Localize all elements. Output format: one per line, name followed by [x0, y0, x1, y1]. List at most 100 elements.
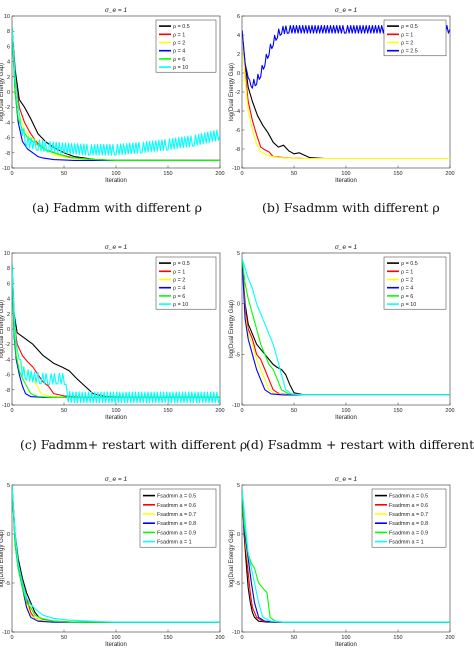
y-tick-label: 0 [237, 71, 240, 77]
x-axis-label: Iteration [335, 178, 357, 184]
series-line-5 [242, 258, 450, 396]
legend-box [139, 488, 217, 548]
x-tick-label: 50 [291, 635, 297, 641]
x-tick-label: 150 [393, 408, 402, 414]
legend-label: ρ = 4 [173, 286, 185, 292]
x-tick-label: 100 [341, 171, 350, 177]
x-axis-label: Iteration [335, 415, 357, 421]
x-tick-label: 0 [10, 171, 13, 177]
y-tick-label: -6 [235, 128, 240, 134]
x-tick-label: 200 [445, 171, 454, 177]
x-tick-label: 100 [111, 635, 120, 641]
y-tick-label: 4 [7, 297, 10, 303]
x-tick-label: 200 [445, 408, 454, 414]
legend-label: ρ = 10 [401, 302, 416, 308]
y-tick-label: 10 [4, 251, 10, 257]
y-tick-label: 0 [237, 302, 240, 308]
x-axis-label: Iteration [105, 415, 127, 421]
x-tick-label: 200 [445, 635, 454, 641]
x-tick-label: 50 [61, 408, 67, 414]
chart-1: σ_e = 1 0 50 100 150 200 -10 -8 -6 -4 -2 0 2 4 6 8 10 Ite… [0, 7, 225, 184]
legend-label: Fsadmm a = 0.9 [157, 530, 196, 536]
x-tick-label: 100 [111, 171, 120, 177]
y-tick-label: -4 [235, 109, 240, 115]
x-tick-label: 50 [291, 171, 297, 177]
series-line-6 [242, 257, 450, 396]
x-tick-label: 0 [10, 408, 13, 414]
series-line-6 [242, 489, 450, 623]
legend-label: ρ = 1 [401, 32, 413, 38]
x-tick-label: 150 [393, 171, 402, 177]
legend-label: Fsadmm a = 1 [389, 540, 424, 546]
chart-2: σ_e = 1 0 50 100 150 200 -10 -8 -6 -4 -2 0 2 4 6 Iterat… [229, 7, 455, 184]
x-tick-label: 0 [240, 408, 243, 414]
x-tick-label: 100 [341, 635, 350, 641]
legend-label: Fsadmm a = 0.8 [157, 521, 196, 527]
legend-label: Fsadmm a = 0.7 [157, 512, 196, 518]
y-tick-label: 8 [7, 29, 10, 35]
series-line-1 [242, 30, 450, 160]
chart-title: σ_e = 1 [335, 476, 358, 483]
legend-label: ρ = 1 [173, 32, 185, 38]
y-tick-label: 6 [237, 14, 240, 20]
y-tick-label: 4 [7, 60, 10, 66]
y-tick-label: -2 [5, 342, 10, 348]
y-tick-label: -10 [2, 403, 10, 409]
legend-label: ρ = 0.5 [401, 261, 418, 267]
legend-label: ρ = 0.5 [401, 24, 418, 30]
caption-c: (c) Fadmm+ restart with different ρ [20, 437, 248, 452]
y-tick-label: 5 [237, 483, 240, 489]
legend-label: ρ = 2.5 [401, 49, 418, 55]
series-group [12, 27, 220, 161]
y-tick-label: -2 [235, 90, 240, 96]
y-tick-label: 6 [7, 44, 10, 50]
y-tick-label: -10 [2, 630, 10, 636]
chart-title: σ_e = 1 [105, 476, 128, 483]
series-line-6 [12, 264, 220, 404]
legend-label: Fsadmm a = 0.6 [389, 503, 428, 509]
y-axis-label: log(Dual Energy Gap) [229, 300, 235, 358]
legend-label: ρ = 2 [401, 41, 413, 47]
legend-label: ρ = 2 [173, 278, 185, 284]
legend-label: ρ = 0.5 [173, 261, 190, 267]
legend: Fsadmm a = 0.5 Fsadmm a = 0.6 Fsadmm a = 0… [139, 488, 217, 548]
series-line-5 [12, 264, 220, 398]
x-tick-label: 50 [61, 635, 67, 641]
x-tick-label: 150 [163, 171, 172, 177]
x-tick-label: 200 [215, 635, 224, 641]
y-tick-label: 5 [7, 483, 10, 489]
legend: ρ = 0.5 ρ = 1 ρ = 2 ρ = 2.5 [383, 19, 447, 57]
chart-title: σ_e = 1 [105, 7, 128, 14]
x-axis-label: Iteration [105, 642, 127, 648]
y-axis-label: log(Dual Energy Gap) [0, 63, 5, 121]
legend-label: ρ = 6 [173, 57, 185, 63]
y-tick-label: 2 [7, 75, 10, 81]
legend-box [371, 488, 447, 548]
y-tick-label: -8 [5, 151, 10, 157]
legend-label: Fsadmm a = 0.5 [157, 494, 196, 500]
legend-label: ρ = 6 [173, 294, 185, 300]
y-axis-label: log(Dual Energy Gap) [229, 63, 235, 121]
x-tick-label: 50 [61, 171, 67, 177]
y-tick-label: -5 [235, 352, 240, 358]
series-line-4 [242, 258, 450, 396]
x-tick-label: 100 [111, 408, 120, 414]
y-tick-label: -8 [235, 147, 240, 153]
legend-box [155, 19, 217, 73]
legend-label: ρ = 2 [401, 278, 413, 284]
series-line-5 [12, 27, 220, 161]
legend-box [155, 256, 217, 310]
legend-label: ρ = 2 [173, 41, 185, 47]
legend: Fsadmm a = 0.5 Fsadmm a = 0.6 Fsadmm a = 0… [371, 488, 447, 548]
x-axis-label: Iteration [335, 642, 357, 648]
series-line-6 [12, 485, 220, 623]
y-axis-label: log(Dual Energy Gap) [0, 529, 5, 587]
chart-title: σ_e = 1 [105, 244, 128, 251]
series-line-3 [242, 30, 450, 160]
y-tick-label: -10 [232, 403, 240, 409]
y-tick-label: 4 [237, 33, 240, 39]
caption-d: (d) Fsadmm + restart with different ρ [246, 437, 474, 452]
y-tick-label: 0 [7, 327, 10, 333]
chart-4: σ_e = 1 0 50 100 150 200 -10 -5 0 5 Iteration log(D… [229, 244, 455, 421]
